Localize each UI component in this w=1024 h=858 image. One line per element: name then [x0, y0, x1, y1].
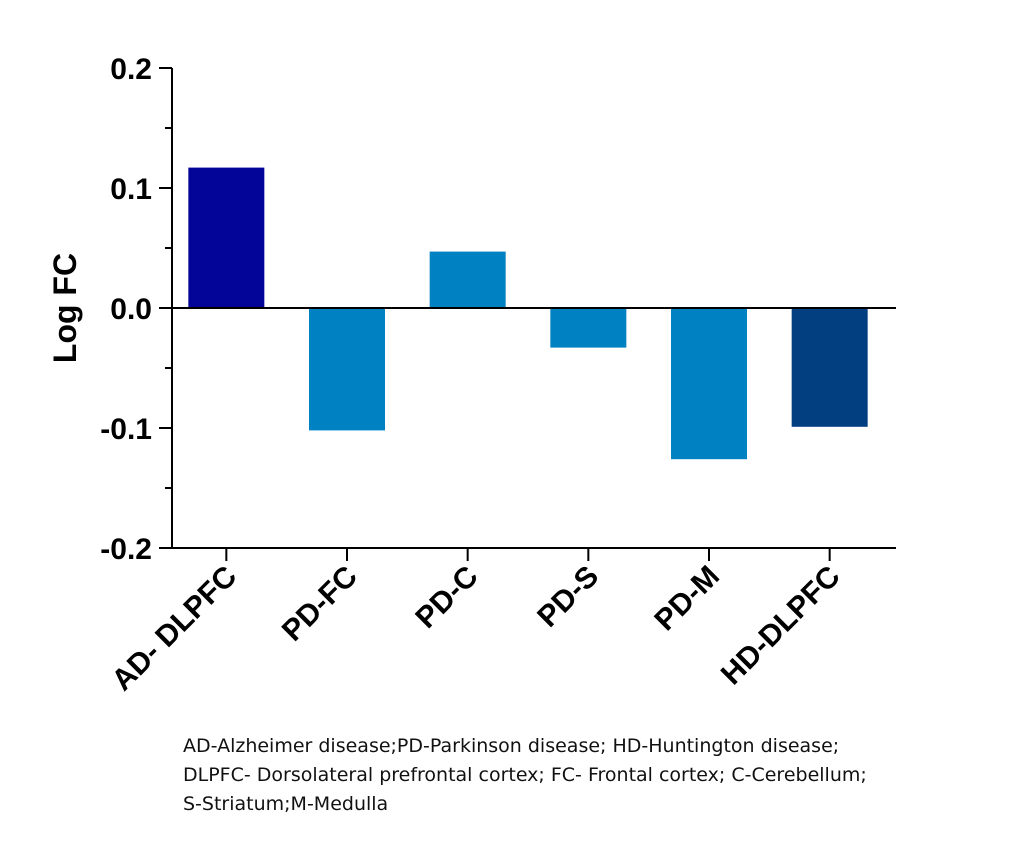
y-axis-title: Log FC: [47, 253, 83, 363]
x-tick-label: PD-S: [531, 560, 605, 634]
bar-chart: Log FC 0.2 0.1 0.0 -0.1 -0.2 AD- DLPFC PD-FC P…: [47, 53, 896, 697]
footnote-line: AD-Alzheimer disease;PD-Parkinson diseas…: [183, 735, 840, 757]
bars: [188, 167, 868, 460]
footnote-line: DLPFC- Dorsolateral prefrontal cortex; F…: [183, 764, 867, 786]
y-tick-label: 0.0: [110, 293, 152, 326]
y-axis-ticks: 0.2 0.1 0.0 -0.1 -0.2: [100, 53, 172, 566]
x-tick-label: PD-C: [409, 560, 484, 635]
x-tick-label: AD- DLPFC: [106, 560, 244, 698]
x-axis-ticks: AD- DLPFC PD-FC PD-C PD-S PD-MHD-DLPFC: [106, 548, 847, 697]
x-tick-label: HD-DLPFC: [715, 560, 847, 692]
axes: [171, 68, 896, 549]
y-tick-label: -0.1: [100, 413, 152, 446]
y-tick-label: 0.2: [110, 53, 152, 86]
bar-pd-c: [429, 251, 506, 308]
bar-pd-m: [671, 308, 747, 460]
y-tick-label: 0.1: [110, 173, 152, 206]
bar-hd-dlpfc: [791, 308, 868, 427]
footnote-line: S-Striatum;M-Medulla: [183, 793, 389, 815]
bar-pd-fc: [309, 308, 385, 431]
x-tick-label: PD-M: [648, 560, 726, 638]
y-tick-label: -0.2: [100, 533, 152, 566]
footnote: AD-Alzheimer disease;PD-Parkinson diseas…: [183, 732, 1003, 819]
bar-pd-s: [550, 308, 627, 348]
bar-ad-dlpfc: [188, 167, 265, 308]
x-tick-label: PD-FC: [276, 560, 364, 648]
